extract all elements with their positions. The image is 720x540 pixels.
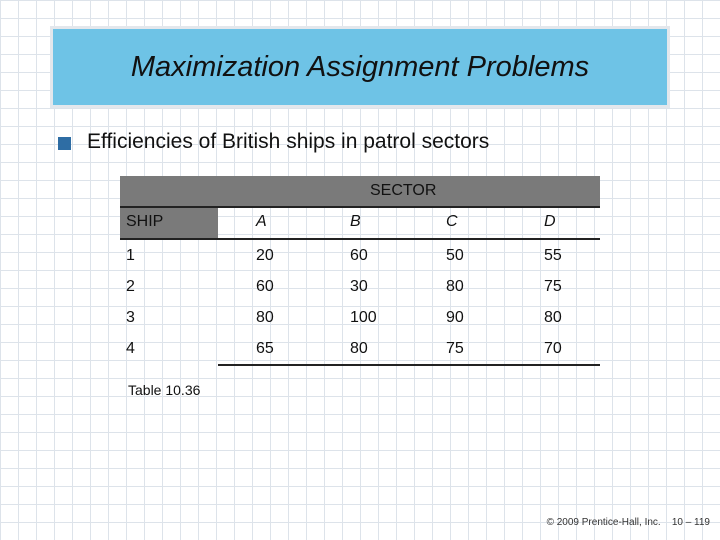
table-cell: 90 xyxy=(446,309,464,326)
table-cell: 80 xyxy=(544,309,562,326)
bullet-point: Efficiencies of British ships in patrol … xyxy=(58,130,489,154)
sector-header: SECTOR xyxy=(370,182,437,199)
table-cell: 80 xyxy=(350,340,368,357)
table-cell: 60 xyxy=(350,247,368,264)
bullet-text: Efficiencies of British ships in patrol … xyxy=(87,130,490,153)
table-cell: 80 xyxy=(446,278,464,295)
table-cell: 30 xyxy=(350,278,368,295)
copyright-text: © 2009 Prentice-Hall, Inc. xyxy=(546,517,661,528)
efficiency-table: SECTOR SHIP A B C D 1 20 60 50 55 2 60 3… xyxy=(120,176,600,366)
table-cell: 50 xyxy=(446,247,464,264)
column-header-d: D xyxy=(544,213,556,230)
table-cell: 75 xyxy=(544,278,562,295)
column-header-a: A xyxy=(256,213,267,230)
column-header-b: B xyxy=(350,213,361,230)
ship-cell: 4 xyxy=(126,340,135,357)
slide-title: Maximization Assignment Problems xyxy=(130,50,590,83)
table-row: 1 20 60 50 55 xyxy=(120,240,600,271)
table-row: 4 65 80 75 70 xyxy=(120,333,600,364)
ship-cell: 2 xyxy=(126,278,135,295)
ship-header: SHIP xyxy=(126,213,164,230)
column-header-row: SHIP A B C D xyxy=(120,208,600,240)
table-cell: 55 xyxy=(544,247,562,264)
table-cell: 75 xyxy=(446,340,464,357)
table-caption: Table 10.36 xyxy=(128,382,201,398)
table-cell: 70 xyxy=(544,340,562,357)
table-bottom-rule xyxy=(218,364,600,366)
page-number: 10 – 119 xyxy=(671,517,710,528)
table-cell: 20 xyxy=(256,247,274,264)
slide-footer: © 2009 Prentice-Hall, Inc. 10 – 119 xyxy=(547,517,710,528)
title-banner: Maximization Assignment Problems xyxy=(50,26,670,108)
square-bullet-icon xyxy=(58,136,71,150)
table-row: 3 80 100 90 80 xyxy=(120,302,600,333)
table-cell: 80 xyxy=(256,309,274,326)
column-header-c: C xyxy=(446,213,458,230)
table-cell: 60 xyxy=(256,278,274,295)
table-row: 2 60 30 80 75 xyxy=(120,271,600,302)
ship-cell: 1 xyxy=(126,247,135,264)
table-cell: 65 xyxy=(256,340,274,357)
ship-cell: 3 xyxy=(126,309,135,326)
sector-header-row: SECTOR xyxy=(120,176,600,208)
table-cell: 100 xyxy=(350,309,377,326)
